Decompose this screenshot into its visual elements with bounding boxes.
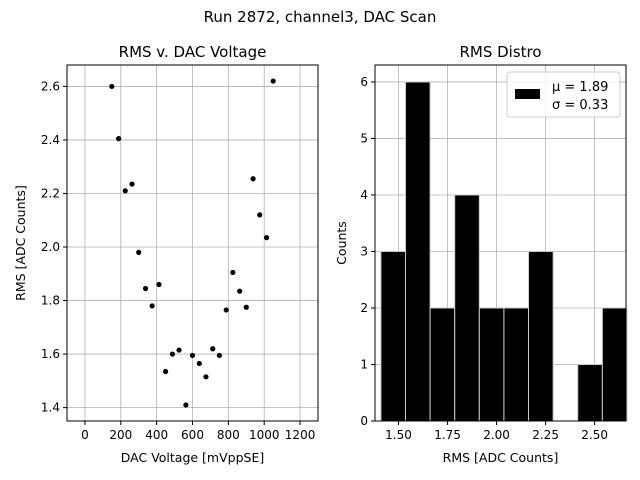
histogram-legend: μ = 1.89 σ = 0.33	[506, 71, 621, 118]
scatter-point	[250, 176, 256, 182]
scatter-point	[216, 352, 222, 359]
histogram-bars	[380, 81, 628, 422]
scatter-point	[223, 307, 229, 313]
scatter-xtick-label: 1000	[249, 428, 280, 442]
histogram-bar	[454, 194, 480, 422]
scatter-title: RMS v. DAC Voltage	[119, 43, 267, 61]
scatter-xtick-label: 800	[217, 428, 240, 442]
histogram-xlabel: RMS [ADC Counts]	[443, 450, 559, 465]
scatter-point	[163, 368, 169, 375]
scatter-ytick-label: 2.4	[41, 133, 60, 147]
scatter-xtick-label: 1200	[285, 428, 316, 442]
histogram-ytick-label: 6	[360, 75, 368, 89]
scatter-axes: 0 200 400 600 800 1000 1200 1.4 1.6 1.8 2.0 2.2 2.4 2…	[13, 43, 319, 465]
scatter-point	[122, 188, 128, 194]
legend-line-mu: μ = 1.89	[552, 80, 608, 95]
histogram-xtick-label: 1.50	[385, 428, 412, 442]
scatter-ytick-label: 1.4	[41, 401, 60, 415]
histogram-bar	[478, 307, 505, 422]
histogram-bar	[528, 250, 554, 422]
scatter-point	[257, 212, 263, 218]
scatter-xlabel: DAC Voltage [mVppSE]	[121, 450, 264, 465]
scatter-xtick-label: 400	[145, 428, 168, 442]
histogram-xtick-label: 2.00	[483, 428, 510, 442]
scatter-point	[196, 360, 202, 367]
histogram-axes: 1.50 1.75 2.00 2.25 2.50 0 1 2 3 4 5 6 RMS Distro R…	[334, 43, 628, 465]
scatter-point	[203, 374, 209, 380]
scatter-ticks: 0 200 400 600 800 1000 1200 1.4 1.6 1.8 2.0 2.2 2.4 2…	[41, 79, 315, 442]
histogram-xtick-label: 2.50	[581, 428, 608, 442]
legend-box	[506, 71, 621, 118]
scatter-point	[156, 281, 162, 288]
histogram-bar	[404, 81, 431, 422]
histogram-bar	[577, 363, 603, 422]
scatter-ytick-label: 1.8	[41, 294, 60, 308]
histogram-ytick-label: 0	[360, 414, 368, 428]
scatter-xtick-label: 200	[109, 428, 132, 442]
scatter-xtick-label: 0	[81, 428, 89, 442]
suptitle: Run 2872, channel3, DAC Scan	[204, 8, 437, 26]
scatter-point	[142, 285, 149, 292]
scatter-point	[149, 303, 155, 309]
scatter-point	[237, 288, 243, 294]
scatter-point	[109, 83, 115, 90]
scatter-point	[176, 347, 182, 353]
scatter-point	[243, 304, 249, 310]
histogram-ytick-label: 3	[360, 244, 368, 258]
histogram-bar	[601, 307, 628, 422]
scatter-ylabel: RMS [ADC Counts]	[13, 185, 28, 301]
scatter-points	[109, 78, 276, 408]
scatter-point	[230, 269, 236, 276]
scatter-point	[129, 181, 135, 187]
histogram-bar	[503, 307, 530, 422]
histogram-ytick-label: 4	[360, 188, 368, 202]
legend-line-sigma: σ = 0.33	[552, 98, 608, 113]
histogram-xtick-label: 1.75	[434, 428, 461, 442]
scatter-ytick-label: 2.6	[41, 79, 60, 93]
scatter-point	[189, 352, 196, 359]
scatter-ytick-label: 1.6	[41, 347, 60, 361]
histogram-xtick-label: 2.25	[532, 428, 559, 442]
histogram-bar	[429, 307, 456, 422]
histogram-ytick-label: 2	[360, 301, 368, 315]
histogram-ticks: 1.50 1.75 2.00 2.25 2.50 0 1 2 3 4 5 6	[360, 75, 608, 442]
histogram-frame	[374, 64, 627, 422]
scatter-point	[136, 249, 142, 255]
histogram-ylabel: Counts	[334, 221, 349, 265]
scatter-ytick-label: 2.0	[41, 240, 60, 254]
scatter-xtick-label: 600	[181, 428, 204, 442]
scatter-point	[116, 136, 122, 142]
legend-swatch	[515, 89, 540, 99]
scatter-ytick-label: 2.2	[41, 186, 60, 200]
histogram-ytick-label: 5	[360, 131, 368, 145]
scatter-point	[169, 351, 176, 357]
scatter-point	[263, 235, 270, 241]
scatter-point	[270, 78, 276, 84]
histogram-bar	[380, 250, 406, 422]
scatter-grid	[67, 65, 318, 421]
scatter-point	[183, 402, 189, 408]
histogram-ytick-label: 1	[360, 357, 368, 371]
scatter-point	[210, 346, 216, 352]
histogram-title: RMS Distro	[459, 43, 541, 61]
